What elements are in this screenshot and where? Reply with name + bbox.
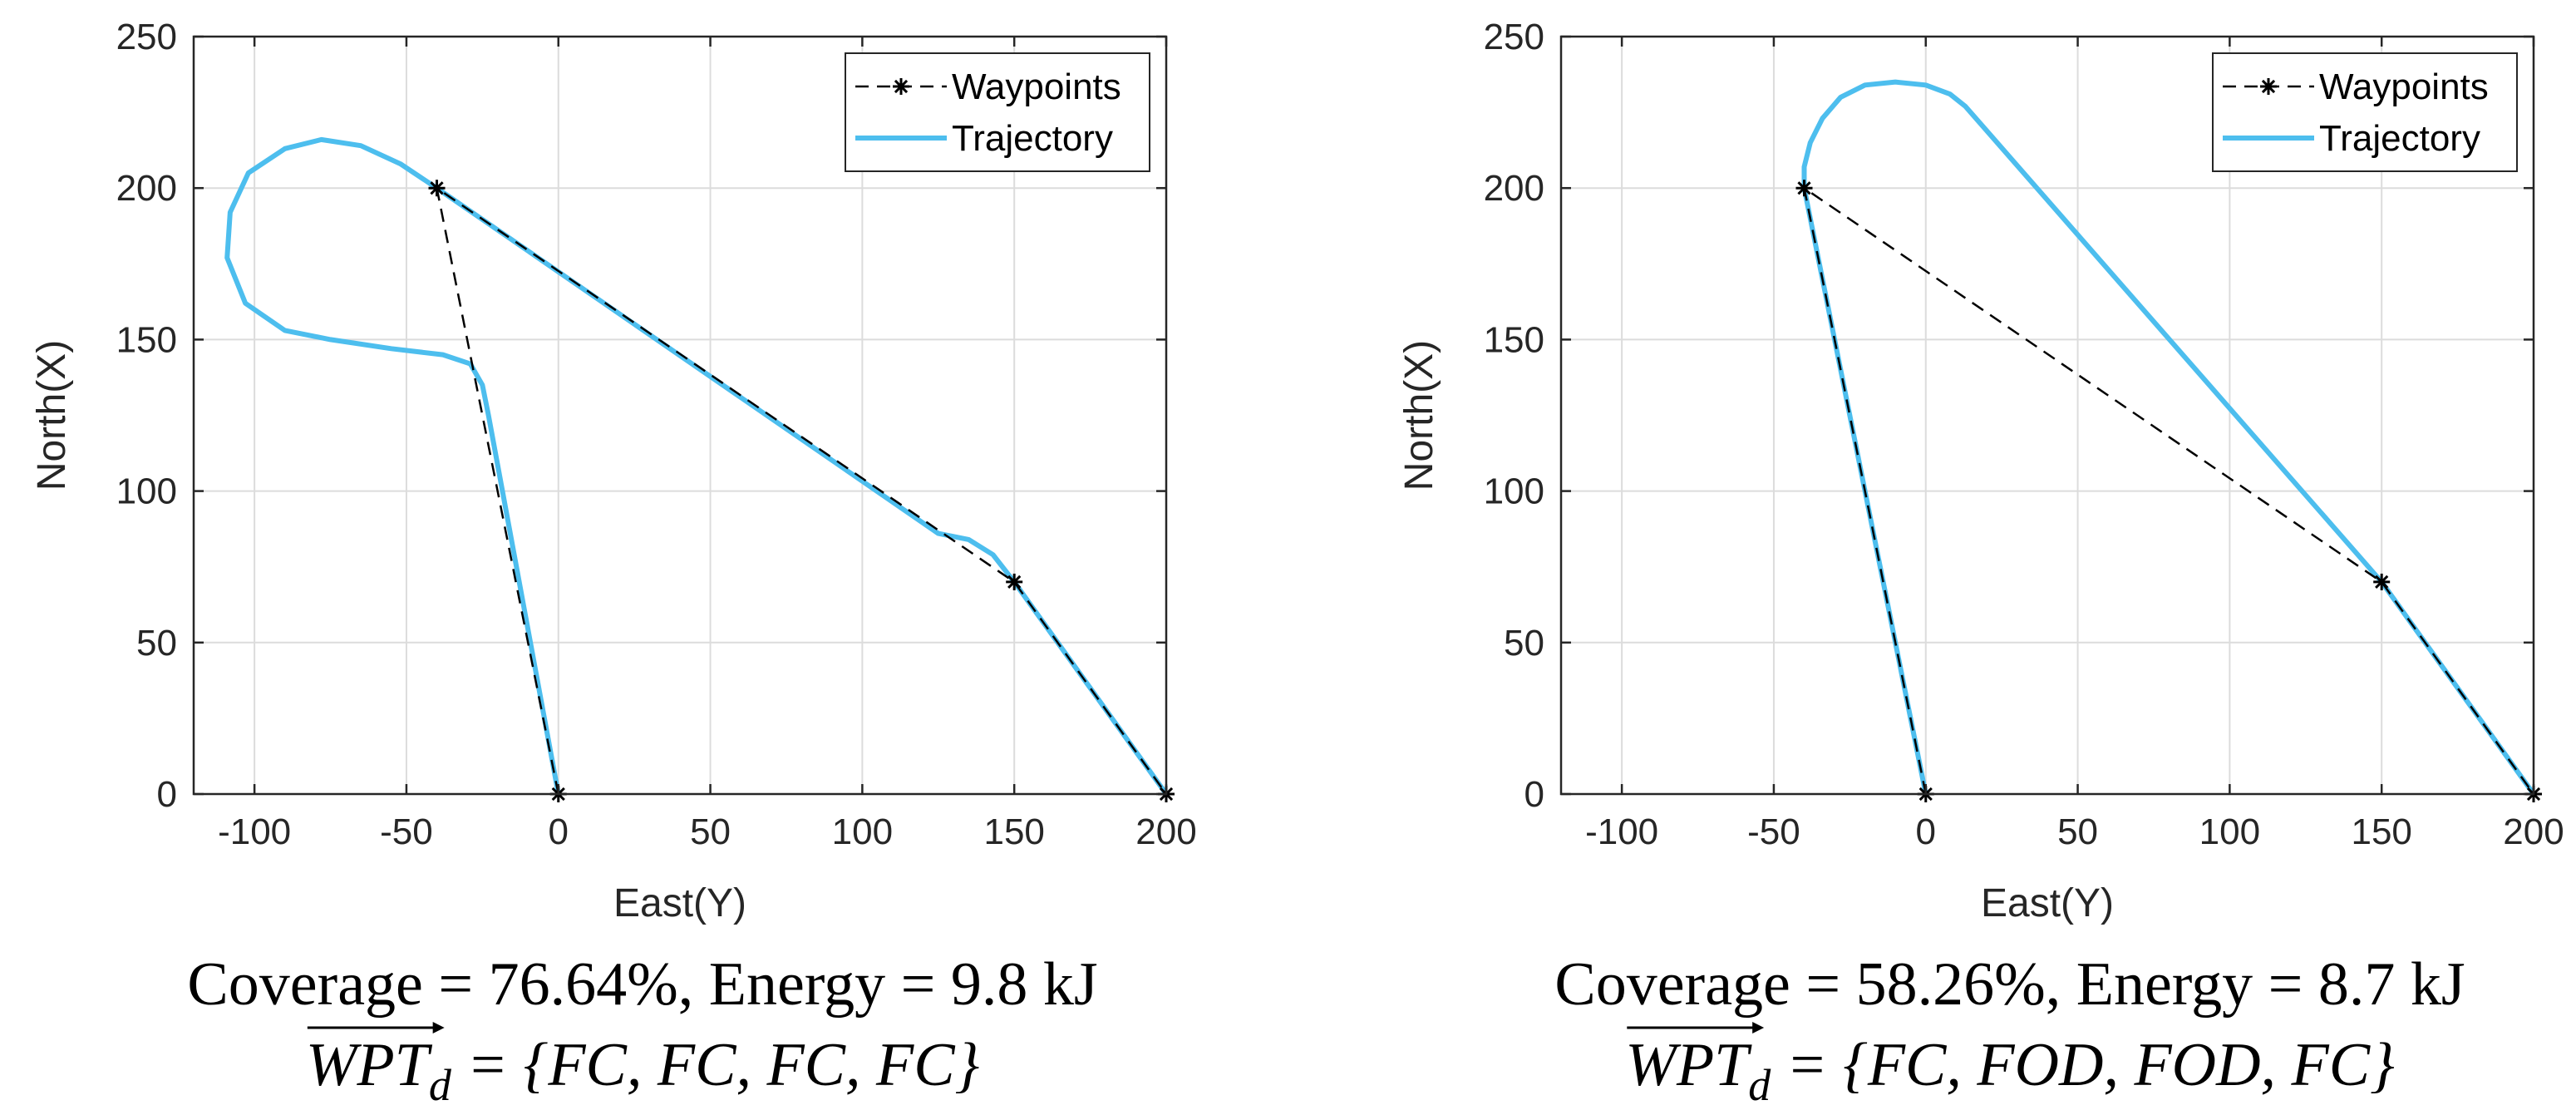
right-chart-panel: -100 -50 0 50 100 150 200 0 50 100 150 200 250 East(Y… — [1397, 17, 2564, 1110]
y-axis-label: North(X) — [1397, 340, 1441, 491]
x-tick-label: -50 — [380, 812, 433, 852]
y-tick-label: 100 — [116, 471, 177, 512]
y-tick-label: 50 — [1504, 623, 1544, 664]
x-tick-label: 150 — [983, 812, 1044, 852]
axes-box — [1559, 35, 2535, 796]
caption-waypoint-types: WPTd = {FC, FOD, FOD, FC} — [1625, 1031, 2394, 1110]
legend: Waypoints Trajectory — [845, 52, 1150, 172]
waypoint-star-stroke — [894, 79, 909, 94]
waypoint-star-stroke — [2261, 79, 2276, 94]
legend: Waypoints Trajectory — [2212, 52, 2518, 172]
trajectory-line — [224, 136, 1169, 797]
legend-waypoints-marker — [2260, 78, 2277, 95]
vector-arrow-head — [432, 1022, 445, 1034]
waypoint-star-stroke — [1797, 181, 1811, 195]
caption-waypoint-types: WPTd = {FC, FC, FC, FC} — [306, 1031, 979, 1110]
x-tick-label: -100 — [218, 812, 291, 852]
waypoint-star-stroke — [1007, 575, 1022, 590]
waypoint-marker — [2373, 573, 2391, 590]
y-tick-label: 150 — [116, 319, 177, 360]
waypoints-line — [1802, 185, 2535, 795]
y-tick-label: 0 — [1524, 774, 1544, 815]
caption-vector-symbol: WPT — [306, 1031, 433, 1099]
x-tick-label: 100 — [832, 812, 893, 852]
x-tick-label: -50 — [1747, 812, 1800, 852]
legend-box — [845, 52, 1150, 172]
y-tick-label: 200 — [1484, 168, 1544, 209]
legend-label-trajectory: Trajectory — [952, 118, 1113, 159]
legend-label-waypoints: Waypoints — [2319, 67, 2489, 107]
x-tick-label: 150 — [2351, 812, 2411, 852]
trajectory-line — [1801, 79, 2536, 797]
waypoints-line — [435, 185, 1168, 795]
waypoint-marker — [428, 180, 446, 197]
caption-subscript: d — [429, 1060, 452, 1110]
x-tick-label: 100 — [2199, 812, 2260, 852]
x-axis-label: East(Y) — [1981, 881, 2114, 925]
waypoint-marker — [1795, 180, 1813, 197]
x-tick-label: 0 — [1916, 812, 1936, 852]
waypoint-star-stroke — [2375, 575, 2389, 590]
legend-label-waypoints: Waypoints — [952, 67, 1121, 107]
caption-set: = {FC, FOD, FOD, FC} — [1771, 1031, 2394, 1099]
y-tick-label: 250 — [116, 17, 177, 57]
x-tick-label: 50 — [690, 812, 731, 852]
caption-coverage-energy: Coverage = 58.26%, Energy = 8.7 kJ — [1554, 950, 2465, 1019]
y-tick-label: 150 — [1484, 319, 1544, 360]
y-tick-label: 100 — [1484, 471, 1544, 512]
legend-label-trajectory: Trajectory — [2319, 118, 2480, 159]
left-chart-panel: -100 -50 0 50 100 150 200 0 50 100 150 200 250 East(Y… — [30, 17, 1197, 1110]
y-tick-label: 0 — [157, 774, 177, 815]
y-tick-label: 50 — [136, 623, 177, 664]
x-axis-label: East(Y) — [613, 881, 746, 925]
waypoint-marker — [1006, 573, 1023, 590]
caption-set: = {FC, FC, FC, FC} — [451, 1031, 979, 1099]
vector-arrow-head — [1752, 1022, 1765, 1034]
axes-box — [192, 35, 1168, 796]
y-tick-label: 250 — [1484, 17, 1544, 57]
x-tick-label: 200 — [1135, 812, 1196, 852]
x-tick-label: 0 — [549, 812, 569, 852]
caption-subscript: d — [1748, 1060, 1771, 1110]
caption-coverage-energy: Coverage = 76.64%, Energy = 9.8 kJ — [187, 950, 1097, 1019]
x-tick-label: 200 — [2503, 812, 2564, 852]
y-axis-label: North(X) — [30, 340, 74, 491]
legend-box — [2212, 52, 2518, 172]
y-tick-label: 200 — [116, 168, 177, 209]
caption-vector-symbol: WPT — [1625, 1031, 1752, 1099]
x-tick-label: -100 — [1585, 812, 1658, 852]
legend-waypoints-marker — [893, 78, 909, 95]
waypoint-star-stroke — [430, 181, 444, 195]
x-tick-label: 50 — [2057, 812, 2098, 852]
